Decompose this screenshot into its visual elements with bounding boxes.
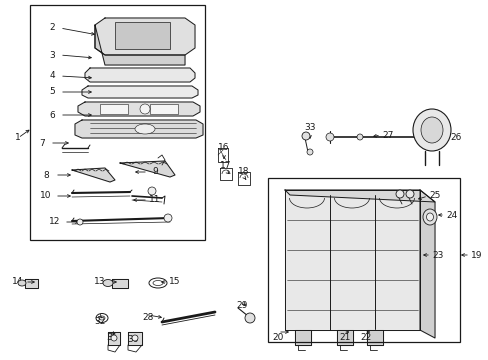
Text: 23: 23 [431,251,443,260]
Text: 4: 4 [49,72,55,81]
Ellipse shape [420,117,442,143]
Polygon shape [25,279,38,288]
Bar [267,178,459,342]
Text: 9: 9 [152,167,158,176]
Polygon shape [294,330,310,345]
Polygon shape [108,332,120,345]
Polygon shape [78,102,200,116]
Circle shape [356,134,362,140]
Text: 12: 12 [49,217,61,226]
Polygon shape [112,279,128,288]
Text: 29: 29 [236,302,247,310]
Polygon shape [419,190,434,338]
Text: 2: 2 [49,23,55,32]
Circle shape [77,219,83,225]
Text: 28: 28 [142,314,153,323]
Circle shape [405,190,413,198]
Ellipse shape [422,209,436,225]
Text: 11: 11 [149,195,161,204]
Text: 16: 16 [218,144,229,153]
Text: 3: 3 [49,50,55,59]
Polygon shape [285,190,434,202]
Polygon shape [75,120,203,138]
Polygon shape [120,161,175,177]
Polygon shape [128,332,142,345]
Text: 7: 7 [39,139,45,148]
Text: 24: 24 [446,211,457,220]
Text: 22: 22 [360,333,371,342]
Polygon shape [72,168,115,182]
Circle shape [111,335,117,341]
Text: 5: 5 [49,87,55,96]
Ellipse shape [135,124,155,134]
Text: 32: 32 [94,318,105,327]
Polygon shape [336,330,352,345]
Bar [30,5,204,240]
Bar [150,104,178,114]
Text: 27: 27 [382,130,393,139]
Polygon shape [285,190,419,330]
Text: 33: 33 [304,123,315,132]
Polygon shape [95,18,195,55]
Circle shape [302,132,309,140]
Circle shape [325,133,333,141]
Text: 6: 6 [49,111,55,120]
Text: 25: 25 [428,192,440,201]
Text: 8: 8 [43,171,49,180]
Text: 14: 14 [12,278,23,287]
Circle shape [148,187,156,195]
Text: 26: 26 [449,134,461,143]
Circle shape [395,190,403,198]
Bar [100,104,128,114]
Text: 1: 1 [15,134,21,143]
Text: 21: 21 [339,333,350,342]
Polygon shape [95,25,184,65]
Circle shape [306,149,312,155]
Text: 30: 30 [127,336,139,345]
Ellipse shape [426,213,433,221]
Text: 10: 10 [40,192,52,201]
Text: 18: 18 [238,167,249,176]
Text: 15: 15 [169,278,181,287]
Text: 31: 31 [106,333,118,342]
Ellipse shape [18,280,26,286]
Ellipse shape [412,109,450,151]
Ellipse shape [103,279,113,287]
Text: 19: 19 [470,251,482,260]
Bar [115,22,170,49]
Polygon shape [82,86,198,98]
Text: 20: 20 [272,333,283,342]
Text: 13: 13 [94,278,105,287]
Circle shape [140,104,150,114]
Circle shape [132,335,138,341]
Circle shape [244,313,254,323]
Circle shape [163,214,172,222]
Polygon shape [366,330,382,345]
Polygon shape [85,68,195,82]
Text: 17: 17 [220,162,231,171]
